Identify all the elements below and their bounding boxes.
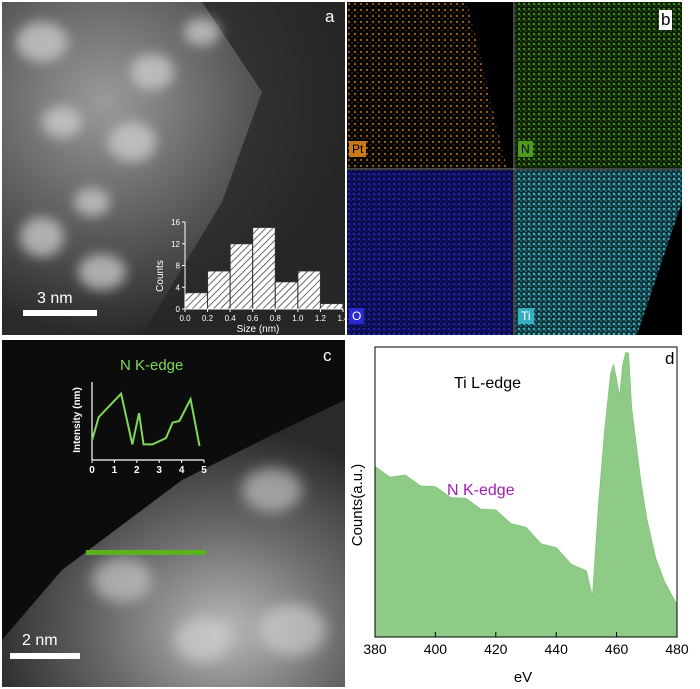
histogram-x-tick-label: 0.8 [270, 314, 282, 323]
profile-x-tick-label: 5 [201, 465, 207, 476]
histogram-bar [274, 281, 299, 310]
profile-title: N K-edge [120, 358, 183, 374]
panel-c-scale-bar-label: 2 nm [22, 632, 58, 649]
histogram-x-tick-label: 0.6 [247, 314, 259, 323]
histogram-x-tick-label: 1.2 [315, 314, 327, 323]
histogram-x-label: Size (nm) [237, 324, 280, 335]
n-map [515, 2, 682, 168]
eels-area [374, 352, 678, 638]
eels-x-tick-label: 440 [545, 641, 569, 657]
histogram-bar [252, 226, 276, 310]
profile-x-tick-label: 0 [89, 465, 95, 476]
profile-x-tick-label: 3 [156, 465, 162, 476]
profile-y-label: Intensity (nm) [72, 387, 83, 453]
histogram-x-tick-label: 0.4 [225, 314, 237, 323]
histogram-y-tick-label: 8 [176, 262, 181, 271]
panel-d-label: d [665, 349, 674, 368]
histogram-bar [229, 243, 254, 310]
pt-map [347, 2, 507, 168]
profile-x-tick-label: 1 [112, 465, 118, 476]
profile-x-tick-label: 4 [179, 465, 185, 476]
histogram-x-tick-label: 0.0 [179, 314, 191, 323]
size-histogram: 0.0 0.2 0.4 0.6 0.8 1.0 1.2 1.4 0 4 8 12 16 Counts S… [155, 218, 345, 335]
eels-x-tick-label: 460 [605, 641, 629, 657]
panel-a-stem-image: 0.0 0.2 0.4 0.6 0.8 1.0 1.2 1.4 0 4 8 12 16 Counts S… [2, 2, 345, 335]
panel-c-label: c [323, 346, 332, 365]
n-map-label: N [518, 141, 533, 157]
o-map-label: O [349, 308, 365, 324]
histogram-x-tick-label: 1.4 [337, 314, 345, 323]
profile-x-tick-label: 2 [134, 465, 140, 476]
n-k-edge-profile: 0 1 2 3 4 5 N K-edge Intensity (nm) [72, 358, 207, 476]
line-profile-marker [86, 550, 206, 555]
ti-map-label: Ti [518, 308, 534, 324]
eels-x-tick-label: 380 [363, 641, 387, 657]
panel-c-image [2, 340, 345, 687]
histogram-x-tick-label: 1.0 [292, 314, 304, 323]
histogram-y-tick-label: 16 [171, 218, 180, 227]
panel-c-scale-bar [10, 653, 80, 659]
histogram-y-tick-label: 0 [176, 305, 181, 314]
histogram-y-tick-label: 12 [171, 240, 180, 249]
panel-a-scale-bar [23, 310, 97, 316]
ti-map [515, 170, 682, 335]
eels-x-tick-label: 400 [424, 641, 448, 657]
panel-b-eds-maps: Pt N O Ti b [347, 2, 682, 335]
eels-x-tick-label: 480 [665, 641, 689, 657]
histogram-bar [207, 270, 231, 310]
eels-x-label: eV [514, 669, 532, 686]
panel-b-label: b [659, 10, 673, 30]
histogram-bar [184, 292, 209, 310]
eels-y-label: Counts(a.u.) [349, 464, 366, 547]
histogram-y-label: Counts [155, 260, 166, 292]
panel-a-image [2, 2, 345, 335]
panel-b-map-grid [347, 2, 682, 335]
panel-a-scale-bar-label: 3 nm [37, 290, 73, 307]
pt-map-label: Pt [349, 141, 367, 157]
panel-c-stem-image: 0 1 2 3 4 5 N K-edge Intensity (nm) 2 nm c [2, 340, 345, 687]
eels-x-tick-label: 420 [484, 641, 508, 657]
panel-d-eels-spectrum: 380 400 420 440 460 480 eV Counts(a.u.) Ti L-… [347, 340, 700, 689]
n-k-edge-annotation: N K-edge [447, 482, 515, 499]
histogram-y-tick-label: 4 [176, 283, 181, 292]
ti-l-edge-annotation: Ti L-edge [454, 375, 521, 392]
eels-chart: 380 400 420 440 460 480 eV Counts(a.u.) Ti L-… [349, 346, 689, 686]
panel-a-label: a [325, 7, 335, 26]
o-map [347, 170, 513, 335]
profile-line [91, 391, 201, 447]
histogram-bar [297, 270, 321, 310]
histogram-x-tick-label: 0.2 [202, 314, 214, 323]
histogram-bar [319, 303, 344, 310]
eels-frame [374, 346, 678, 638]
